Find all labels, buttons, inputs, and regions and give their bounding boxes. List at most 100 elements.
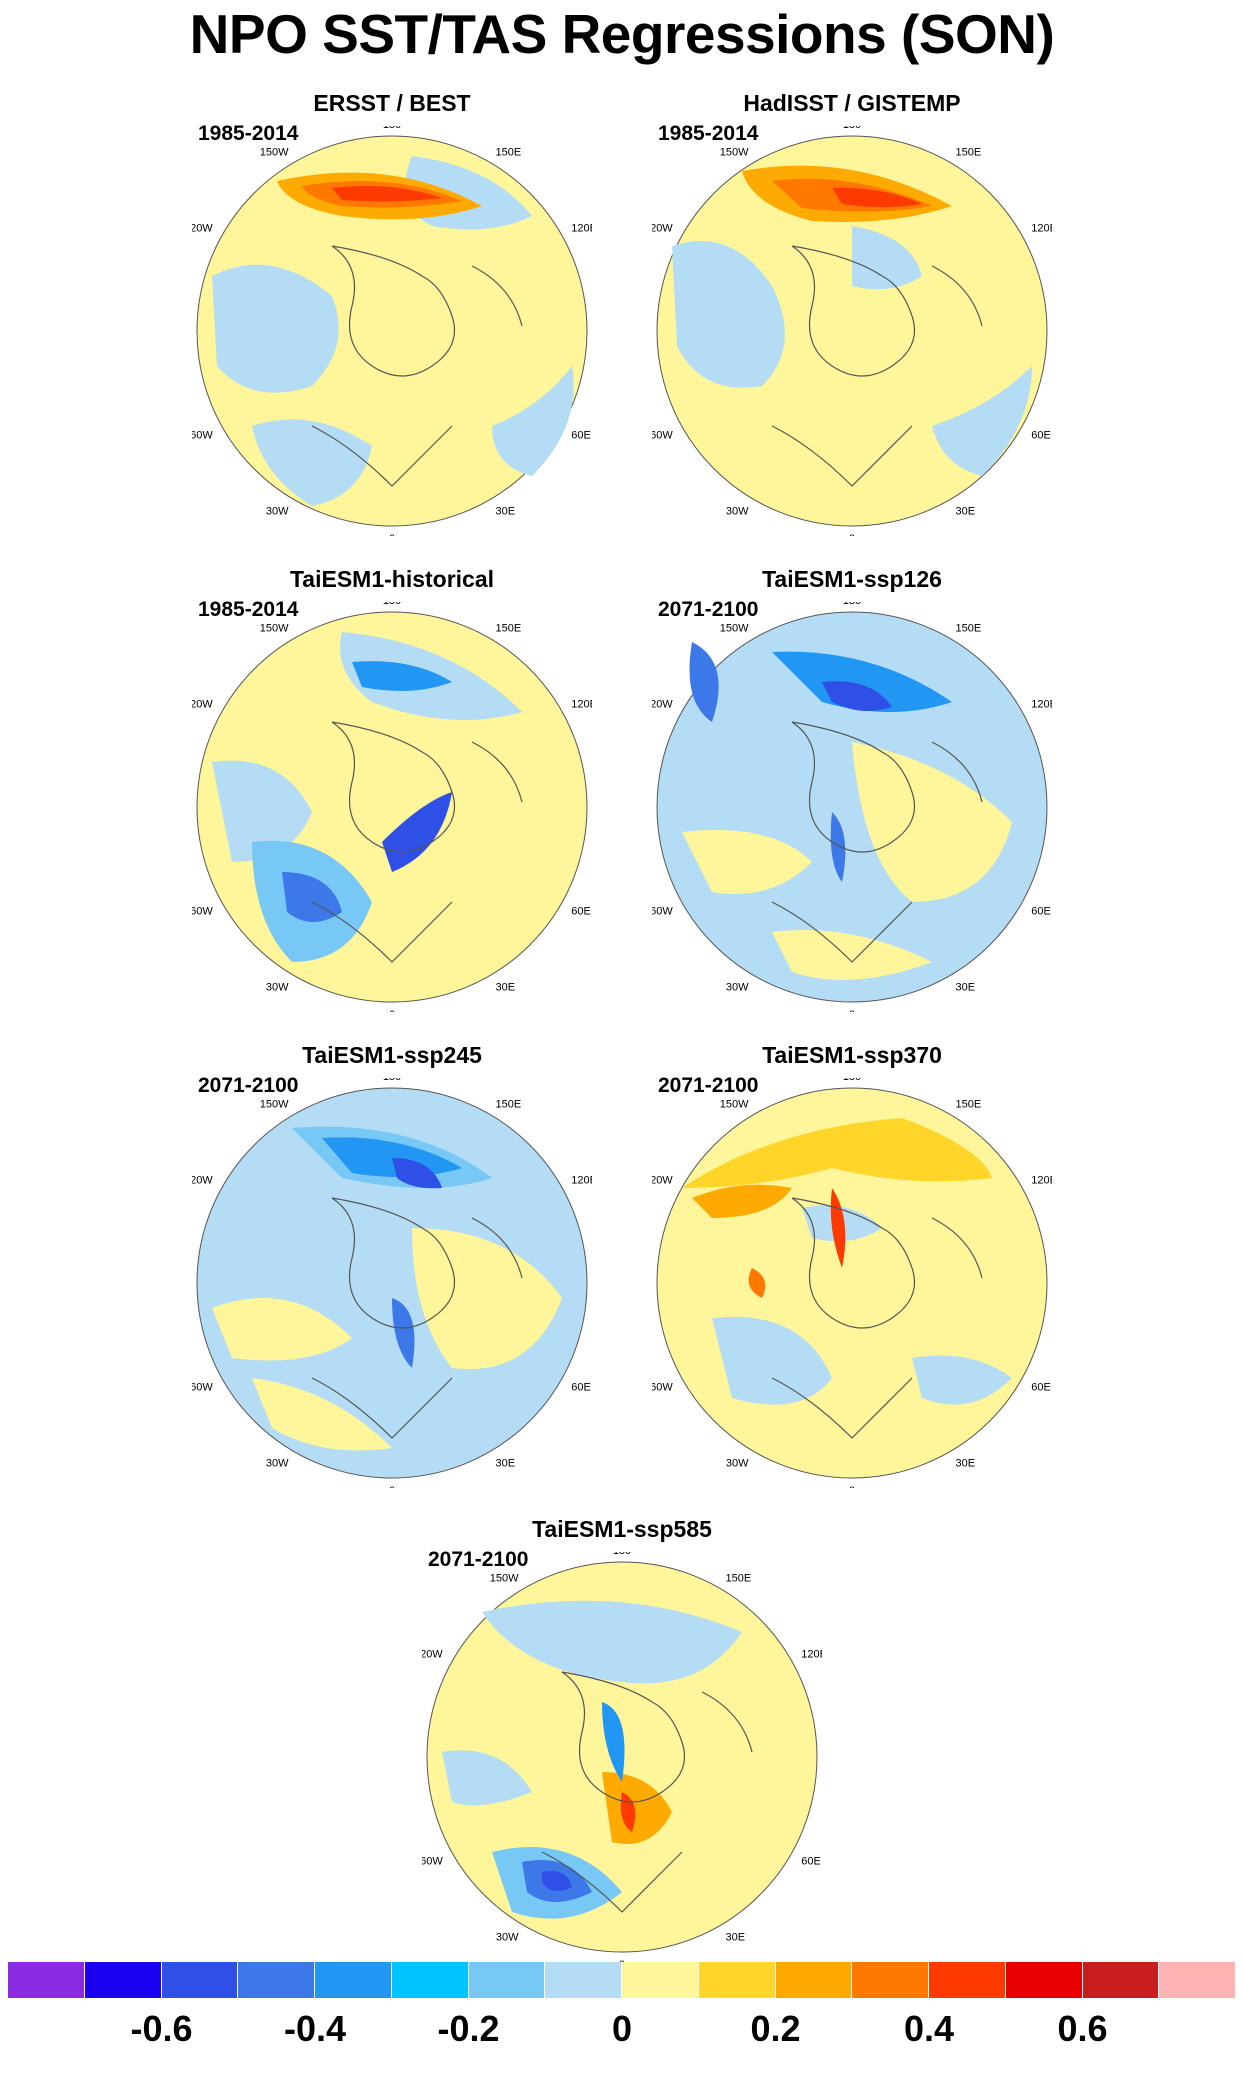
longitude-label: 120W: [652, 223, 673, 235]
colorbar-box: [929, 1962, 1006, 1998]
longitude-label: 60W: [652, 430, 673, 442]
longitude-label: 120E: [1031, 223, 1052, 235]
colorbar-label: 0.4: [903, 2008, 955, 2049]
longitude-label: 150E: [496, 147, 522, 159]
colorbar-box: [161, 1962, 239, 1998]
colorbar-box: [698, 1962, 776, 1998]
longitude-label: 120E: [1031, 1175, 1052, 1187]
panel-period: 1985-2014: [658, 122, 759, 145]
polar-map: 180150E120E90E60E30E030W60W90W120W150W: [192, 126, 592, 536]
panel-ssp245: TaiESM1-ssp245 2071-2100 180150E120E90E6…: [162, 1042, 622, 1488]
panel-title: ERSST / BEST: [313, 90, 471, 116]
colorbar-box: [468, 1962, 546, 1998]
polar-map: 180150E120E90E60E30E030W60W90W120W150W: [192, 602, 592, 1012]
longitude-label: 180: [843, 602, 861, 607]
longitude-label: 30E: [956, 505, 976, 517]
colorbar-labels: -0.6 -0.4 -0.2 0 0.2 0.4 0.6: [8, 2008, 1236, 2068]
longitude-label: 180: [383, 602, 401, 607]
colorbar-box: [852, 1962, 929, 1998]
longitude-label: 60W: [422, 1856, 443, 1868]
longitude-label: 120E: [571, 1175, 592, 1187]
longitude-label: 60E: [571, 906, 591, 918]
polar-map: 180150E120E90E60E30E030W60W90W120W150W: [652, 602, 1052, 1012]
map-coastlines: [771, 1197, 983, 1439]
colorbar-box: [545, 1962, 622, 1998]
map-base: [196, 1087, 588, 1479]
panel-title: TaiESM1-ssp126: [762, 566, 942, 592]
panel-period: 2071-2100: [658, 1074, 759, 1097]
longitude-label: 60E: [1031, 430, 1051, 442]
panel-ssp585: TaiESM1-ssp585 2071-2100 180150E120E90E6…: [392, 1516, 852, 1962]
longitude-label: 120W: [192, 223, 213, 235]
panel-title: TaiESM1-ssp585: [532, 1516, 712, 1542]
longitude-label: 150W: [260, 147, 289, 159]
longitude-label: 30E: [496, 981, 516, 993]
map-coastlines: [311, 245, 523, 487]
longitude-label: 120W: [652, 699, 673, 711]
longitude-label: 60E: [1031, 1382, 1051, 1394]
longitude-label: 150W: [720, 147, 749, 159]
longitude-label: 180: [613, 1552, 631, 1557]
longitude-label: 150E: [956, 623, 982, 635]
panel-ssp126: TaiESM1-ssp126 2071-2100 180150E120E90E6…: [622, 566, 1082, 1012]
polar-map: 180150E120E90E60E30E030W60W90W120W150W: [652, 126, 1052, 536]
longitude-label: 60E: [571, 430, 591, 442]
colorbar-box: [1082, 1962, 1160, 1998]
colorbar-box: [391, 1962, 469, 1998]
longitude-label: 150E: [956, 147, 982, 159]
map-base: [426, 1561, 818, 1953]
colorbar-label: 0.6: [1057, 2008, 1108, 2049]
panel-period: 2071-2100: [198, 1074, 299, 1097]
colorbar-box: [1159, 1962, 1236, 1998]
polar-map: 180150E120E90E60E30E030W60W90W120W150W: [652, 1078, 1052, 1488]
map-coastlines: [311, 721, 523, 963]
longitude-label: 30W: [266, 505, 289, 517]
longitude-label: 180: [843, 1078, 861, 1083]
longitude-label: 60W: [192, 906, 213, 918]
longitude-label: 120W: [192, 1175, 213, 1187]
longitude-label: 180: [383, 1078, 401, 1083]
map-base: [196, 135, 588, 527]
longitude-label: 60E: [801, 1856, 821, 1868]
longitude-label: 150W: [490, 1573, 519, 1585]
longitude-label: 120W: [652, 1175, 673, 1187]
panel-title: TaiESM1-ssp370: [762, 1042, 942, 1068]
longitude-label: 150W: [260, 1099, 289, 1111]
colorbar-label: -0.2: [437, 2008, 500, 2049]
longitude-label: 60E: [571, 1382, 591, 1394]
longitude-label: 120E: [571, 223, 592, 235]
longitude-label: 30W: [726, 981, 749, 993]
colorbar: [8, 1962, 1236, 1998]
longitude-label: 150E: [726, 1573, 752, 1585]
longitude-label: 30E: [726, 1931, 746, 1943]
longitude-label: 0: [389, 1485, 395, 1488]
longitude-label: 180: [843, 126, 861, 131]
figure-title: NPO SST/TAS Regressions (SON): [189, 3, 1055, 65]
longitude-label: 150E: [956, 1099, 982, 1111]
longitude-label: 150W: [260, 623, 289, 635]
panel-ssp370: TaiESM1-ssp370 2071-2100 180150E120E90E6…: [622, 1042, 1082, 1488]
longitude-label: 30E: [496, 505, 516, 517]
longitude-label: 30W: [266, 981, 289, 993]
panel-period: 2071-2100: [658, 598, 759, 621]
longitude-label: 60W: [652, 906, 673, 918]
map-base: [656, 611, 1048, 1003]
longitude-label: 30E: [496, 1457, 516, 1469]
colorbar-box: [315, 1962, 392, 1998]
longitude-label: 180: [383, 126, 401, 131]
colorbar-label: 0.2: [750, 2008, 801, 2049]
colorbar-box: [775, 1962, 853, 1998]
longitude-label: 30W: [726, 505, 749, 517]
colorbar-box: [84, 1962, 162, 1998]
panel-hadisst-gistemp: HadISST / GISTEMP 1985-2014 180150E120E9…: [622, 90, 1082, 536]
map-base: [656, 1087, 1048, 1479]
colorbar-box: [1005, 1962, 1083, 1998]
longitude-label: 150W: [720, 1099, 749, 1111]
longitude-label: 0: [389, 1009, 395, 1012]
colorbar-label: -0.4: [283, 2008, 347, 2049]
longitude-label: 150E: [496, 1099, 522, 1111]
panel-period: 2071-2100: [428, 1548, 529, 1571]
panel-title: TaiESM1-historical: [289, 566, 495, 592]
colorbar-box: [622, 1962, 699, 1998]
map-coastlines: [541, 1671, 753, 1913]
